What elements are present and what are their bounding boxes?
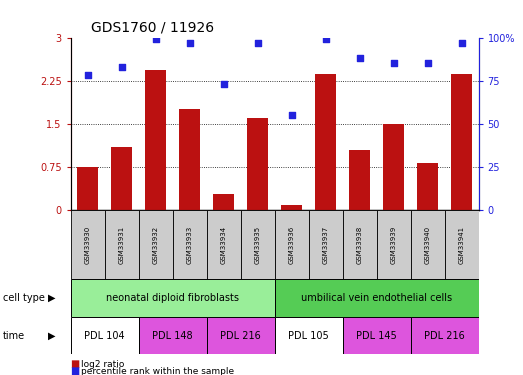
Bar xyxy=(281,206,302,210)
FancyBboxPatch shape xyxy=(139,317,207,354)
Point xyxy=(83,72,92,78)
Text: GSM33933: GSM33933 xyxy=(187,226,192,264)
Text: GSM33939: GSM33939 xyxy=(391,226,396,264)
Bar xyxy=(315,74,336,210)
Text: GSM33940: GSM33940 xyxy=(425,226,430,264)
Bar xyxy=(145,70,166,210)
Point xyxy=(457,40,465,46)
Point xyxy=(355,55,363,61)
Bar xyxy=(179,110,200,210)
Text: GDS1760 / 11926: GDS1760 / 11926 xyxy=(91,21,214,35)
FancyBboxPatch shape xyxy=(309,210,343,279)
Text: GSM33932: GSM33932 xyxy=(153,226,158,264)
Point xyxy=(287,112,295,118)
Text: PDL 148: PDL 148 xyxy=(152,331,193,340)
FancyBboxPatch shape xyxy=(411,317,479,354)
FancyBboxPatch shape xyxy=(275,317,343,354)
Point xyxy=(253,40,262,46)
Point xyxy=(219,81,228,87)
FancyBboxPatch shape xyxy=(275,210,309,279)
Bar xyxy=(111,147,132,210)
Text: PDL 145: PDL 145 xyxy=(356,331,397,340)
Text: umbilical vein endothelial cells: umbilical vein endothelial cells xyxy=(301,293,452,303)
Text: PDL 216: PDL 216 xyxy=(424,331,465,340)
Text: GSM33937: GSM33937 xyxy=(323,226,328,264)
Bar xyxy=(77,167,98,210)
Text: GSM33941: GSM33941 xyxy=(459,226,464,264)
Text: PDL 216: PDL 216 xyxy=(220,331,261,340)
Text: GSM33930: GSM33930 xyxy=(85,226,90,264)
Point xyxy=(423,60,431,66)
Text: PDL 105: PDL 105 xyxy=(288,331,329,340)
Text: GSM33938: GSM33938 xyxy=(357,226,362,264)
FancyBboxPatch shape xyxy=(173,210,207,279)
FancyBboxPatch shape xyxy=(241,210,275,279)
FancyBboxPatch shape xyxy=(275,279,479,317)
FancyBboxPatch shape xyxy=(377,210,411,279)
Point xyxy=(117,64,126,70)
Point xyxy=(185,40,194,46)
FancyBboxPatch shape xyxy=(207,317,275,354)
Bar xyxy=(349,150,370,210)
Text: GSM33931: GSM33931 xyxy=(119,226,124,264)
Point xyxy=(321,36,329,42)
Text: cell type: cell type xyxy=(3,293,44,303)
FancyBboxPatch shape xyxy=(139,210,173,279)
Bar xyxy=(451,74,472,210)
FancyBboxPatch shape xyxy=(343,210,377,279)
FancyBboxPatch shape xyxy=(445,210,479,279)
Text: ■: ■ xyxy=(71,366,80,375)
Text: neonatal diploid fibroblasts: neonatal diploid fibroblasts xyxy=(106,293,239,303)
Text: percentile rank within the sample: percentile rank within the sample xyxy=(81,367,234,375)
Text: ▶: ▶ xyxy=(48,293,55,303)
Bar xyxy=(213,194,234,210)
Text: PDL 104: PDL 104 xyxy=(84,331,125,340)
Bar xyxy=(247,118,268,210)
FancyBboxPatch shape xyxy=(71,317,139,354)
FancyBboxPatch shape xyxy=(343,317,411,354)
Bar xyxy=(417,163,438,210)
Text: log2 ratio: log2 ratio xyxy=(81,360,124,369)
Text: GSM33934: GSM33934 xyxy=(221,226,226,264)
Text: GSM33936: GSM33936 xyxy=(289,226,294,264)
FancyBboxPatch shape xyxy=(411,210,445,279)
FancyBboxPatch shape xyxy=(207,210,241,279)
Point xyxy=(151,36,160,42)
Point xyxy=(389,60,397,66)
FancyBboxPatch shape xyxy=(105,210,139,279)
Text: GSM33935: GSM33935 xyxy=(255,226,260,264)
FancyBboxPatch shape xyxy=(71,210,105,279)
Text: time: time xyxy=(3,331,25,340)
Text: ▶: ▶ xyxy=(48,331,55,340)
Bar xyxy=(383,124,404,210)
Text: ■: ■ xyxy=(71,360,80,369)
FancyBboxPatch shape xyxy=(71,279,275,317)
